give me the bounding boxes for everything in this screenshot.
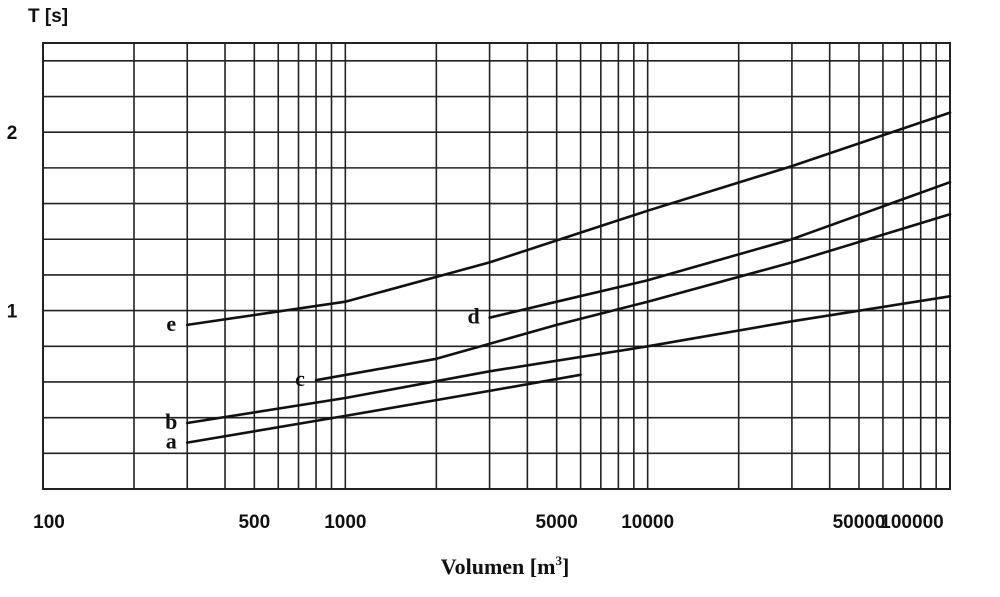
y-tick-labels: 12 <box>7 123 18 322</box>
x-tick-label: 5000 <box>536 512 578 533</box>
y-tick-label: 1 <box>7 302 18 323</box>
x-tick-label: 50000 <box>833 512 886 533</box>
x-tick-label: 100000 <box>880 512 943 533</box>
x-axis-title-main: Volumen [m <box>441 554 556 579</box>
series-label-a: a <box>166 429 177 454</box>
series-label-b: b <box>165 409 177 434</box>
series-line-a <box>185 373 582 444</box>
x-tick-label: 1000 <box>324 512 366 533</box>
series-line-b <box>185 294 952 425</box>
series-label-d: d <box>467 304 479 329</box>
plot-frame <box>42 42 951 490</box>
x-tick-label: 100 <box>33 512 65 533</box>
series-line-d <box>488 180 952 320</box>
series-label-c: c <box>295 366 305 391</box>
series-lines <box>185 111 952 444</box>
series-labels: ab c d e <box>165 304 480 454</box>
x-tick-label: 500 <box>238 512 270 533</box>
series-line-c <box>314 213 952 382</box>
vertical-gridlines <box>133 43 937 489</box>
y-axis-title: T [s] <box>28 6 68 27</box>
series-line-e <box>185 111 952 327</box>
x-axis-title-suffix: ] <box>562 554 569 579</box>
x-axis-title: Volumen [m3] <box>441 553 570 579</box>
horizontal-gridlines <box>43 60 950 455</box>
x-axis-title-superscript: 3 <box>555 553 562 568</box>
y-tick-label: 2 <box>7 123 18 144</box>
x-tick-label: 10000 <box>621 512 674 533</box>
series-label-e: e <box>166 311 176 336</box>
